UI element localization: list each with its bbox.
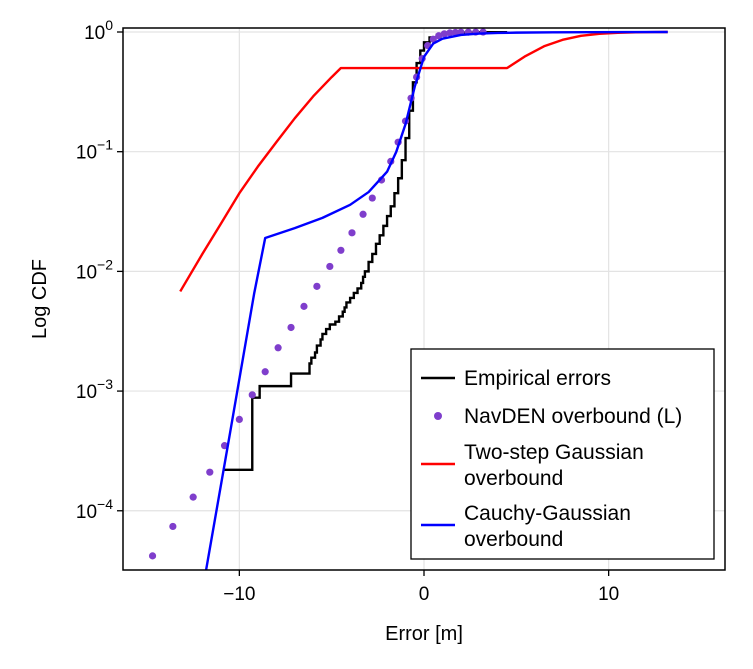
x-axis-label: Error [m] <box>385 623 463 645</box>
y-tick-exponent: −2 <box>97 256 113 272</box>
y-tick-label: 10−1 <box>76 137 113 164</box>
y-tick-base: 10 <box>76 262 97 283</box>
navden-point <box>287 323 295 332</box>
x-tick-label: −10 <box>223 584 255 605</box>
navden-point <box>368 194 376 202</box>
y-tick-base: 10 <box>76 502 97 523</box>
legend-label: overbound <box>464 467 563 490</box>
legend-label: Cauchy-Gaussian <box>464 502 631 525</box>
navden-point <box>169 522 177 531</box>
y-tick-base: 10 <box>76 143 97 164</box>
plot-area <box>148 28 668 570</box>
y-tick-exponent: −1 <box>97 137 113 153</box>
cauchy-gaussian-line <box>204 30 668 570</box>
legend-label: Two-step Gaussian <box>464 441 644 464</box>
navden-point <box>206 468 214 476</box>
legend: Empirical errors NavDEN overbound (L) Two-… <box>410 348 715 560</box>
legend-box <box>410 348 715 560</box>
legend-marker <box>434 412 442 420</box>
y-tick-exponent: 0 <box>105 17 113 33</box>
navden-point <box>440 30 448 38</box>
y-tick-exponent: −3 <box>97 376 113 392</box>
navden-point <box>261 368 269 376</box>
y-tick-label: 10−2 <box>76 256 113 283</box>
legend-label: NavDEN overbound (L) <box>464 405 682 428</box>
navden-point <box>189 493 197 501</box>
y-tick-exponent: −4 <box>97 496 113 512</box>
x-tick-label: 0 <box>419 584 430 605</box>
y-tick-base: 10 <box>84 23 105 44</box>
legend-label: overbound <box>464 528 563 551</box>
y-tick-base: 10 <box>76 382 97 403</box>
navden-point <box>235 415 243 423</box>
y-tick-label: 10−3 <box>76 376 113 403</box>
navden-point <box>451 28 459 37</box>
y-axis-label: Log CDF <box>29 259 51 339</box>
navden-point <box>300 302 308 310</box>
y-tick-label: 100 <box>84 17 113 44</box>
x-tick-label: 10 <box>598 584 619 605</box>
navden-point <box>348 229 356 237</box>
y-tick-label: 10−4 <box>76 496 113 523</box>
navden-point <box>326 262 334 271</box>
navden-point <box>313 282 321 290</box>
series-layer <box>148 28 668 570</box>
navden-point <box>337 246 345 254</box>
navden-point <box>446 29 454 37</box>
navden-point <box>274 344 282 352</box>
navden-point <box>148 552 157 560</box>
legend-label: Empirical errors <box>464 367 611 390</box>
navden-point <box>429 35 437 43</box>
navden-point <box>435 32 443 40</box>
navden-point <box>359 210 367 218</box>
navden-point <box>248 391 256 399</box>
